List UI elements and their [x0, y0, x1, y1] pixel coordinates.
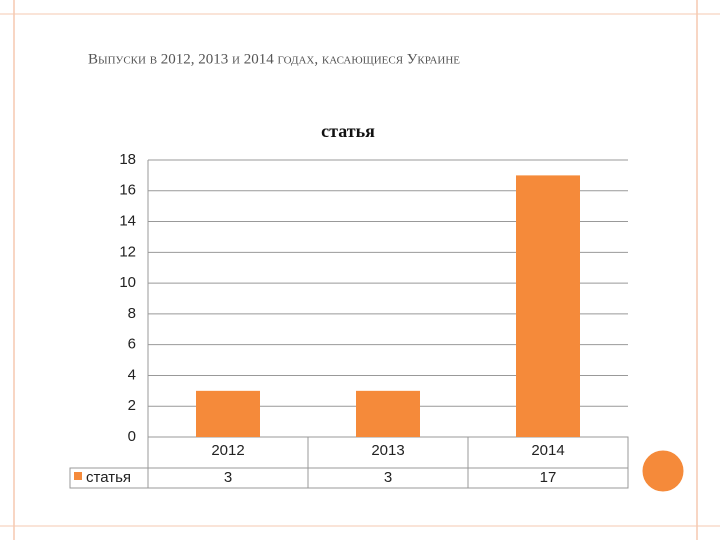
table-value: 17: [540, 469, 557, 486]
chart-title: статья: [321, 121, 375, 141]
legend-key: [74, 472, 82, 480]
y-tick-label: 8: [128, 305, 136, 322]
bar: [196, 390, 260, 437]
x-tick-label: 2014: [531, 442, 564, 459]
y-tick-label: 14: [119, 213, 136, 230]
table-value: 3: [224, 469, 232, 486]
y-tick-label: 16: [119, 182, 136, 199]
y-tick-label: 0: [128, 428, 136, 445]
y-tick-label: 2: [128, 397, 136, 414]
y-tick-label: 12: [119, 243, 136, 260]
table-border: [69, 467, 629, 489]
bar: [356, 390, 420, 437]
y-tick-label: 10: [119, 274, 136, 291]
y-tick-label: 18: [119, 151, 136, 168]
y-tick-label: 4: [128, 366, 136, 383]
y-tick-label: 6: [128, 336, 136, 353]
slide-title: Выпуски в 2012, 2013 и 2014 годах, касаю…: [88, 51, 460, 67]
x-tick-label: 2012: [211, 442, 244, 459]
table-value: 3: [384, 469, 392, 486]
x-tick-label: 2013: [371, 442, 404, 459]
legend-label: статья: [86, 469, 131, 486]
decor-circle: [639, 447, 687, 495]
bar: [516, 175, 580, 437]
